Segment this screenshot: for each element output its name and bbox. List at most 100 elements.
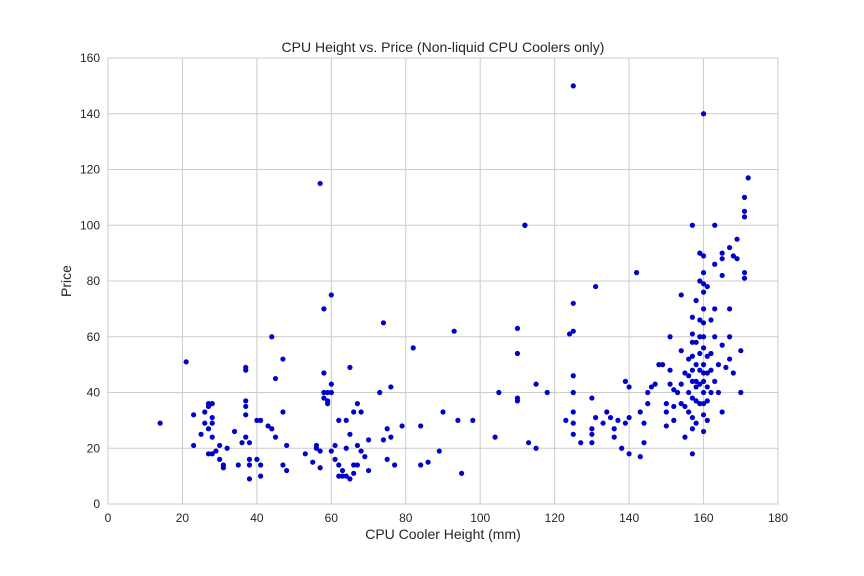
scatter-point [392,462,398,468]
scatter-point [321,306,327,312]
scatter-point [693,339,699,345]
scatter-point [686,373,692,379]
scatter-point [358,448,364,454]
scatter-point [734,236,740,242]
scatter-point [667,367,673,373]
scatter-point [351,470,357,476]
scatter-point [243,398,249,404]
scatter-point [191,442,197,449]
scatter-point [700,412,707,418]
scatter-point [246,476,253,482]
scatter-point [738,389,744,396]
scatter-point [570,300,576,306]
scatter-point [254,417,260,423]
scatter-point [280,462,286,468]
scatter-point [533,445,539,451]
scatter-point [689,414,695,421]
scatter-point [700,253,707,259]
scatter-point [239,440,245,446]
x-tick-label: 120 [545,511,565,525]
scatter-point [745,175,751,181]
scatter-point [198,431,204,437]
scatter-point [202,409,208,415]
scatter-point [619,445,625,451]
scatter-point [741,214,748,220]
scatter-point [689,451,695,457]
scatter-point [719,272,725,279]
scatter-point [686,356,692,362]
scatter-point [727,334,733,340]
scatter-point [693,384,699,390]
scatter-point [700,389,707,396]
scatter-point [339,473,346,479]
y-tick-label: 40 [87,386,101,400]
scatter-point [410,345,416,351]
scatter-point [708,317,714,323]
scatter-point [704,283,710,290]
scatter-point [637,409,643,415]
scatter-point [678,401,684,407]
scatter-point [689,378,695,384]
scatter-point [425,459,431,465]
scatter-point [667,334,673,340]
scatter-point [648,384,655,390]
scatter-point [336,417,342,423]
scatter-point [700,370,707,376]
scatter-point [321,370,327,376]
scatter-point [645,401,651,407]
scatter-point [589,426,595,432]
scatter-point [183,359,189,365]
scatter-point [365,437,372,443]
scatter-point [317,448,323,454]
scatter-point [362,454,368,460]
scatter-point [611,434,617,440]
scatter-point [615,417,621,423]
scatter-point [700,270,707,276]
scatter-point [719,342,725,348]
scatter-point [741,194,748,200]
scatter-point [310,459,316,465]
x-tick-label: 20 [176,511,190,525]
scatter-point [269,334,275,340]
scatter-point [682,434,688,440]
scatter-point [440,409,446,415]
scatter-point [589,431,595,437]
scatter-point [343,445,349,451]
scatter-point [693,378,699,384]
scatter-point [380,437,387,443]
scatter-point [667,381,673,387]
scatter-point [700,362,707,368]
scatter-point [689,395,695,401]
scatter-point [384,426,390,432]
scatter-point [671,417,677,423]
scatter-point [272,434,279,440]
scatter-point [700,281,707,287]
x-tick-label: 0 [105,511,112,525]
scatter-point [436,448,442,454]
y-tick-label: 140 [80,107,100,121]
scatter-point [704,417,710,423]
scatter-point [321,395,327,401]
scatter-point [328,292,334,298]
scatter-point [332,442,338,449]
scatter-point [593,414,599,421]
scatter-point [328,389,334,396]
y-tick-label: 20 [87,441,101,455]
scatter-point [209,420,215,426]
scatter-point [589,395,595,401]
scatter-point [700,320,707,326]
scatter-point [708,350,714,357]
scatter-point [689,426,695,432]
scatter-point [388,384,394,390]
scatter-point [641,420,647,426]
plot-frame [107,57,779,505]
scatter-point [254,456,260,462]
scatter-point [689,339,695,345]
scatter-point [246,440,253,446]
scatter-point [522,222,528,228]
chart-title: CPU Height vs. Price (Non-liquid CPU Coo… [282,39,605,55]
x-tick-label: 40 [250,511,264,525]
scatter-point [689,353,695,359]
scatter-point [243,434,249,440]
